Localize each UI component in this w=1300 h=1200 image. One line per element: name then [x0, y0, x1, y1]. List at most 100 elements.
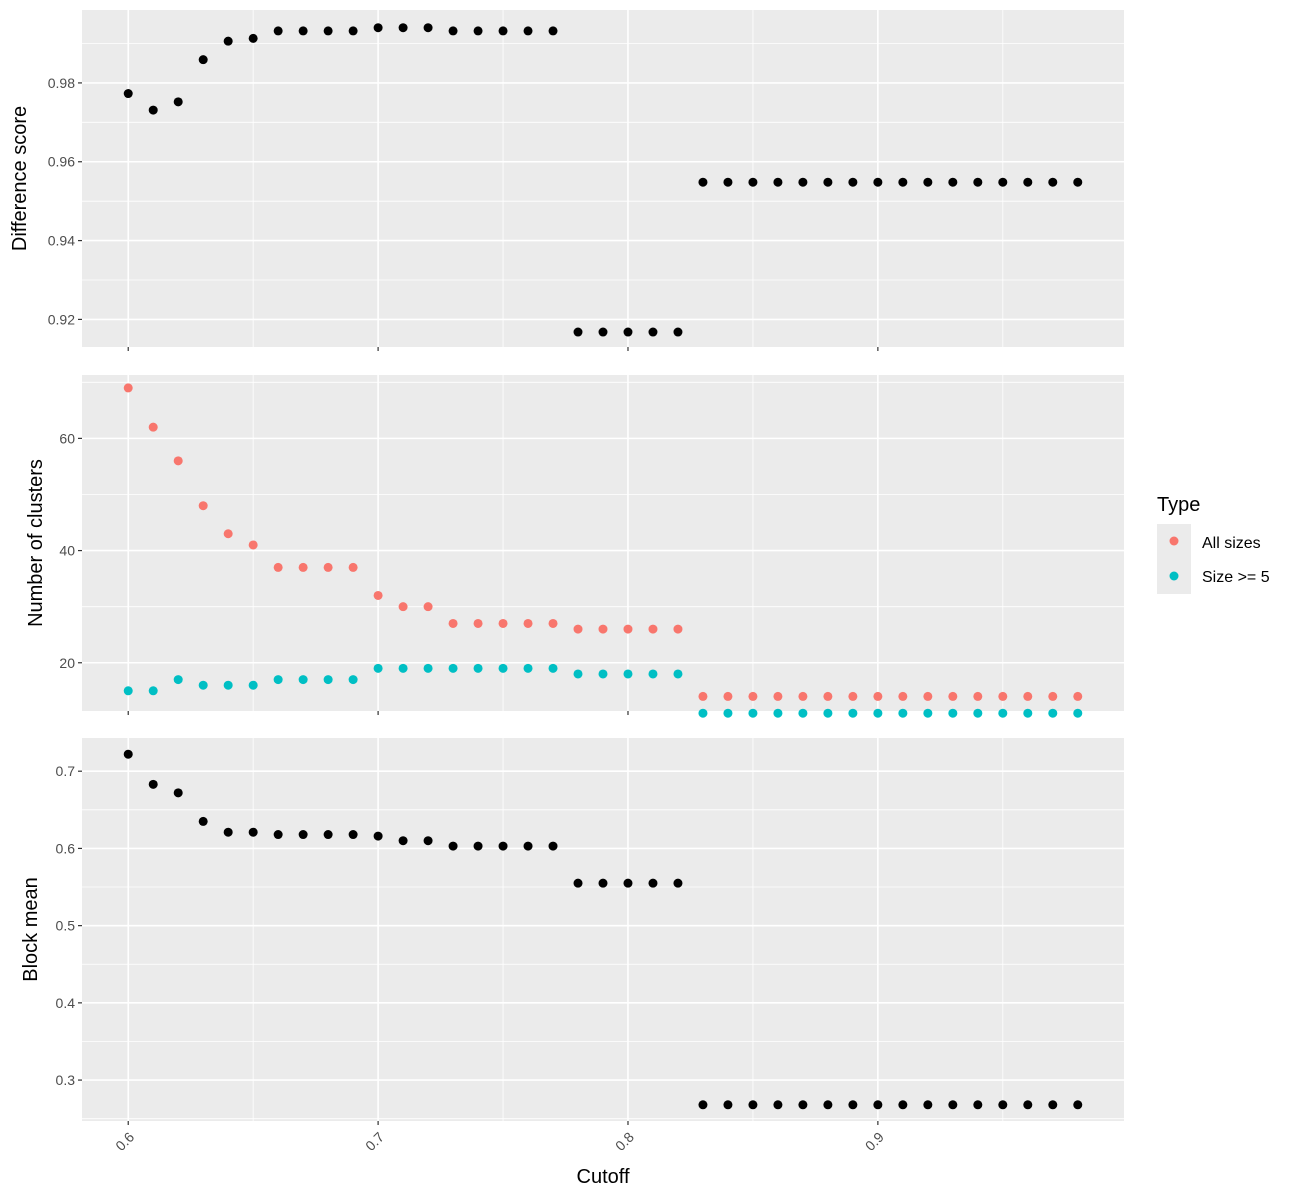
- data-point: [323, 830, 333, 840]
- data-point: [273, 675, 283, 685]
- data-point: [173, 456, 183, 466]
- data-point: [598, 624, 608, 634]
- data-point: [973, 1100, 983, 1110]
- data-point: [748, 708, 758, 718]
- data-point: [873, 177, 883, 187]
- data-point: [1023, 708, 1033, 718]
- data-point: [798, 177, 808, 187]
- data-point: [998, 1100, 1008, 1110]
- panel-background: [82, 10, 1124, 347]
- data-point: [448, 663, 458, 673]
- data-point: [1048, 708, 1058, 718]
- data-point: [523, 663, 533, 673]
- data-point: [873, 708, 883, 718]
- data-point: [323, 562, 333, 572]
- data-point: [1023, 1100, 1033, 1110]
- data-point: [148, 779, 158, 789]
- data-point: [698, 1100, 708, 1110]
- data-point: [498, 663, 508, 673]
- data-point: [773, 708, 783, 718]
- data-point: [148, 686, 158, 696]
- data-point: [523, 618, 533, 628]
- data-point: [223, 827, 233, 837]
- data-point: [448, 26, 458, 36]
- data-point: [223, 529, 233, 539]
- data-point: [723, 177, 733, 187]
- data-point: [1048, 177, 1058, 187]
- data-point: [873, 1100, 883, 1110]
- data-point: [198, 680, 208, 690]
- data-point: [823, 708, 833, 718]
- x-tick-label: 0.6: [112, 1129, 137, 1154]
- data-point: [923, 708, 933, 718]
- data-point: [848, 177, 858, 187]
- data-point: [223, 36, 233, 46]
- y-axis-title: Difference score: [9, 106, 31, 251]
- data-point: [198, 816, 208, 826]
- data-point: [448, 841, 458, 851]
- data-point: [648, 624, 658, 634]
- data-point: [173, 675, 183, 685]
- y-tick-label: 0.96: [48, 154, 75, 170]
- data-point: [648, 669, 658, 679]
- data-point: [773, 1100, 783, 1110]
- data-point: [998, 708, 1008, 718]
- data-point: [123, 383, 133, 393]
- data-point: [1023, 691, 1033, 701]
- series-all-sizes: [123, 383, 1083, 701]
- data-point: [398, 23, 408, 33]
- data-point: [548, 663, 558, 673]
- data-point: [648, 878, 658, 888]
- data-point: [548, 618, 558, 628]
- data-point: [448, 618, 458, 628]
- data-point: [248, 540, 258, 550]
- data-point: [1073, 1100, 1083, 1110]
- legend-key-background: [1157, 524, 1191, 594]
- data-point: [798, 691, 808, 701]
- data-point: [923, 691, 933, 701]
- panel-background: [82, 738, 1124, 1121]
- y-tick-label: 0.94: [48, 233, 75, 249]
- data-point: [573, 327, 583, 337]
- data-point: [398, 663, 408, 673]
- y-tick-label: 20: [59, 655, 75, 671]
- data-point: [973, 708, 983, 718]
- legend: Type All sizes Size >= 5: [1157, 494, 1270, 594]
- y-tick-label: 60: [59, 430, 75, 446]
- y-tick-label: 0.6: [56, 840, 76, 856]
- data-point: [723, 708, 733, 718]
- data-point: [973, 177, 983, 187]
- data-point: [1048, 1100, 1058, 1110]
- data-point: [523, 841, 533, 851]
- panel-middle: 20 40 60 Number of clusters: [25, 375, 1124, 718]
- data-point: [498, 841, 508, 851]
- data-point: [348, 562, 358, 572]
- data-point: [698, 177, 708, 187]
- data-point: [1073, 708, 1083, 718]
- data-point: [173, 97, 183, 107]
- data-point: [823, 1100, 833, 1110]
- y-tick-label: 0.4: [56, 995, 76, 1011]
- chart-panels: 0.92 0.94 0.96 0.98 Difference score 20 40 60 Nu…: [9, 10, 1124, 1154]
- data-point: [798, 708, 808, 718]
- data-point: [573, 878, 583, 888]
- data-point: [573, 624, 583, 634]
- data-point: [948, 691, 958, 701]
- legend-key-all-sizes: [1169, 536, 1179, 546]
- data-point: [198, 501, 208, 511]
- legend-label-size-5: Size >= 5: [1202, 569, 1270, 586]
- data-point: [698, 708, 708, 718]
- data-point: [748, 691, 758, 701]
- data-point: [298, 26, 308, 36]
- data-point: [673, 624, 683, 634]
- series-0: [123, 749, 1083, 1110]
- data-point: [523, 26, 533, 36]
- data-point: [498, 26, 508, 36]
- data-point: [623, 878, 633, 888]
- y-tick-label: 40: [59, 543, 75, 559]
- data-point: [423, 836, 433, 846]
- data-point: [323, 675, 333, 685]
- data-point: [798, 1100, 808, 1110]
- data-point: [898, 691, 908, 701]
